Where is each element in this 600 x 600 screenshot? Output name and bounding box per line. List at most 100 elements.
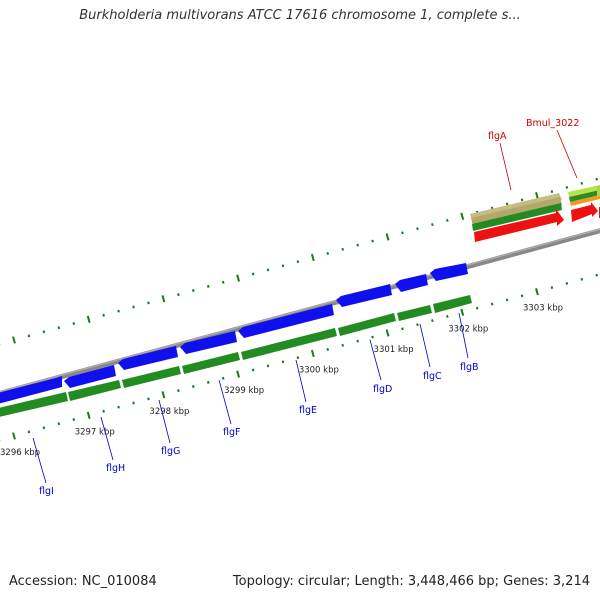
- major-tick: [385, 329, 390, 337]
- gene-label-flgF[interactable]: flgF: [223, 427, 240, 438]
- minor-tick: [281, 264, 285, 268]
- gene-bar-flgC[interactable]: [397, 305, 432, 321]
- minor-tick: [550, 286, 554, 290]
- minor-tick: [206, 284, 210, 288]
- minor-tick: [266, 364, 270, 368]
- gene-label-bmul3022[interactable]: Bmul_3022: [526, 118, 579, 129]
- cds-arrow-flgC[interactable]: [395, 274, 428, 292]
- gene-bar-flgA[interactable]: [471, 197, 562, 226]
- minor-tick: [520, 198, 524, 202]
- gene-bar-flgI[interactable]: [0, 392, 68, 419]
- cds-arrow-flgD[interactable]: [336, 284, 392, 307]
- minor-tick: [57, 422, 61, 426]
- minor-tick: [431, 223, 434, 227]
- minor-tick: [341, 343, 345, 347]
- gene-label-flgG[interactable]: flgG: [161, 446, 180, 457]
- gene-labels: flgI flgH flgG flgF flgE flgD flgC flgB …: [32, 118, 579, 497]
- minor-tick: [580, 277, 584, 281]
- major-tick: [161, 295, 166, 303]
- gene-bar-bmul3022-orange: [570, 195, 600, 206]
- gene-bar-flgG[interactable]: [122, 366, 181, 388]
- inner-tick-ring: [0, 273, 599, 442]
- tick-label: 3299 kbp: [224, 386, 264, 396]
- cds-arrow-flgI[interactable]: [0, 376, 62, 406]
- minor-tick: [416, 227, 419, 231]
- gene-label-flgC[interactable]: flgC: [423, 371, 442, 382]
- minor-tick: [356, 243, 359, 247]
- major-tick: [12, 336, 16, 344]
- minor-tick: [326, 347, 330, 351]
- major-tick: [460, 308, 465, 316]
- tick-label: 3296 kbp: [0, 448, 40, 458]
- minor-tick: [117, 309, 120, 313]
- minor-tick: [221, 376, 225, 380]
- minor-tick: [341, 247, 345, 251]
- minor-tick: [446, 314, 449, 318]
- gene-label-flgI[interactable]: flgI: [39, 486, 54, 497]
- gene-leader-flgI: [32, 437, 47, 484]
- minor-tick: [132, 305, 135, 309]
- gene-label-flgA[interactable]: flgA: [488, 131, 507, 142]
- major-tick: [12, 432, 16, 440]
- gene-bar-flgE[interactable]: [241, 328, 337, 360]
- gene-bar-bmul3022-top[interactable]: [568, 185, 600, 197]
- minor-tick: [296, 356, 300, 360]
- major-tick: [460, 212, 465, 220]
- minor-tick: [147, 397, 150, 401]
- minor-tick: [27, 430, 31, 434]
- cds-arrow-bmul3022[interactable]: [571, 202, 598, 222]
- minor-tick: [371, 239, 374, 243]
- gene-label-flgE[interactable]: flgE: [299, 405, 317, 416]
- gene-bar-flgB[interactable]: [433, 295, 472, 313]
- gene-bar-bmul3022-mid: [569, 190, 600, 202]
- gene-leader-flgE: [295, 359, 307, 403]
- major-tick: [236, 274, 241, 282]
- gene-leader-flgF: [218, 379, 232, 425]
- cds-arrow-flgA[interactable]: [474, 209, 564, 242]
- minor-tick: [42, 426, 46, 430]
- minor-tick: [192, 289, 195, 292]
- cds-arrow-flgB[interactable]: [430, 263, 468, 281]
- accession-text: Accession: NC_010084: [9, 574, 157, 589]
- minor-tick: [595, 273, 599, 277]
- gene-label-flgB[interactable]: flgB: [460, 362, 479, 373]
- tick-label: 3301 kbp: [374, 345, 414, 355]
- cds-arrow-flgH[interactable]: [64, 365, 116, 388]
- cds-arrow-flgE[interactable]: [238, 304, 334, 338]
- minor-tick: [475, 306, 479, 310]
- gene-bar-flgA-lower: [472, 203, 562, 231]
- minor-tick: [520, 294, 524, 298]
- gene-bar-flgF[interactable]: [182, 352, 240, 374]
- minor-tick: [102, 409, 105, 413]
- minor-tick: [416, 323, 419, 327]
- minor-tick: [401, 327, 404, 331]
- cds-arrow-flgF[interactable]: [180, 331, 237, 354]
- minor-tick: [296, 260, 300, 264]
- tick-label: 3303 kbp: [523, 304, 563, 314]
- minor-tick: [192, 385, 195, 388]
- minor-tick: [132, 401, 135, 405]
- gene-leader-flgG: [158, 399, 171, 444]
- gene-leader-flgD: [369, 339, 382, 381]
- major-tick: [161, 391, 166, 399]
- tick-label: 3302 kbp: [448, 324, 488, 334]
- minor-tick: [371, 335, 374, 339]
- gene-bar-flgH[interactable]: [68, 380, 121, 401]
- gene-bar-flgD[interactable]: [338, 313, 396, 336]
- major-tick: [310, 349, 315, 358]
- minor-tick: [281, 360, 285, 364]
- gene-label-flgH[interactable]: flgH: [106, 463, 125, 474]
- gene-leader-flgA: [499, 142, 512, 191]
- cds-arrow-flgG[interactable]: [118, 346, 178, 370]
- major-tick: [535, 288, 539, 296]
- gene-label-flgD[interactable]: flgD: [373, 384, 392, 395]
- minor-tick: [356, 339, 359, 343]
- minor-tick: [251, 272, 255, 276]
- gene-leader-bmul3022: [556, 129, 578, 179]
- minor-tick: [505, 202, 509, 206]
- minor-tick: [72, 322, 76, 325]
- minor-tick: [266, 268, 270, 272]
- gene-bar-next-sliver: [597, 185, 600, 197]
